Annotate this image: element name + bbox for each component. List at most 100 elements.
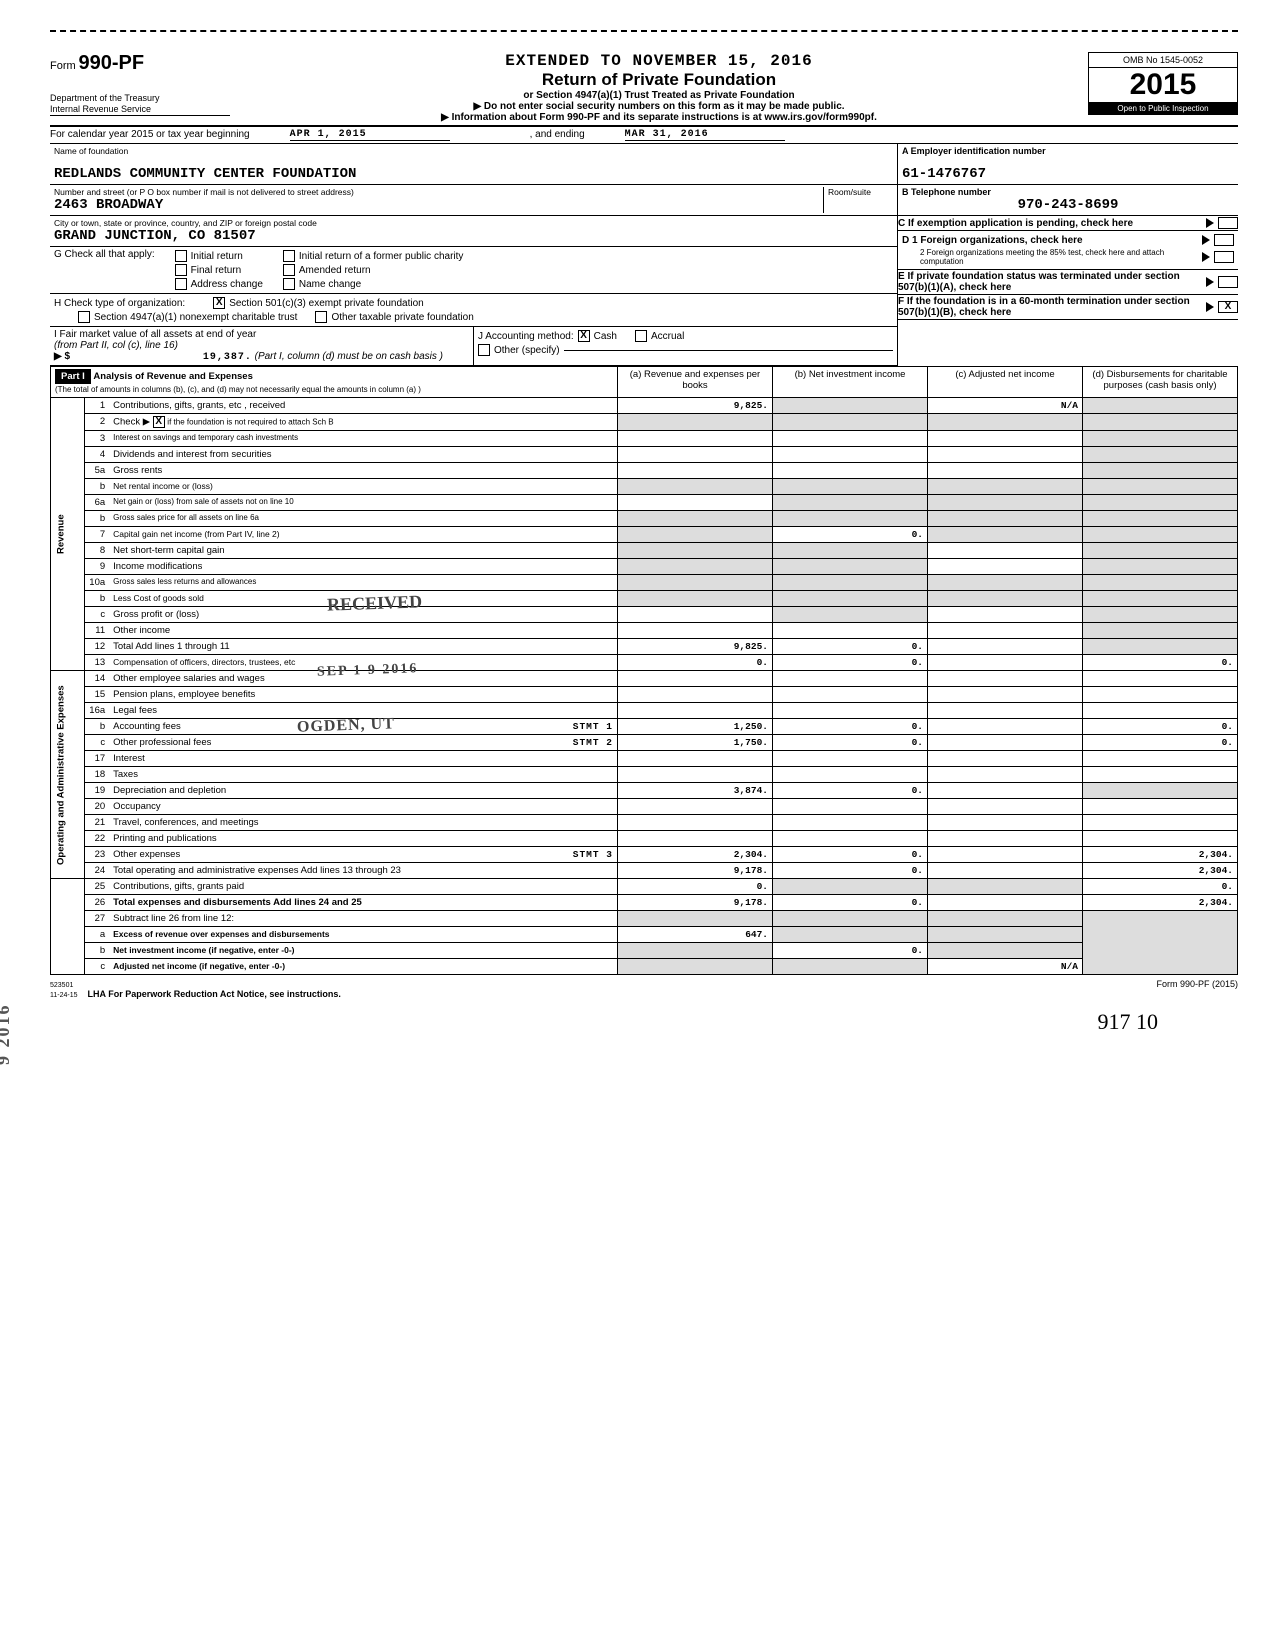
b-label: B Telephone number xyxy=(902,187,1234,197)
foundation-city: GRAND JUNCTION, CO 81507 xyxy=(54,228,893,244)
row-desc: Adjusted net income (if negative, enter … xyxy=(109,959,617,975)
d2-label: 2 Foreign organizations meeting the 85% … xyxy=(902,248,1198,266)
cell-b: 0. xyxy=(773,735,928,751)
h-opt2: Section 4947(a)(1) nonexempt charitable … xyxy=(94,312,297,323)
row-desc: Net rental income or (loss) xyxy=(109,479,617,495)
row-num: 23 xyxy=(85,847,109,863)
row-desc: Total Add lines 1 through 11 xyxy=(113,641,230,652)
checkbox-schb[interactable]: X xyxy=(153,416,165,428)
row-num: 3 xyxy=(85,431,109,447)
cell-b: 0. xyxy=(773,863,928,879)
c-label: C If exemption application is pending, c… xyxy=(898,218,1202,229)
row-desc: Interest on savings and temporary cash i… xyxy=(109,431,617,447)
cell-d: 2,304. xyxy=(1083,863,1238,879)
row-num: b xyxy=(85,719,109,735)
cell-a: 3,874. xyxy=(618,783,773,799)
checkbox-amended[interactable] xyxy=(283,264,295,276)
cell-a: 1,250. xyxy=(618,719,773,735)
row-num: b xyxy=(85,943,109,959)
cal-end: MAR 31, 2016 xyxy=(625,129,785,141)
checkbox-e[interactable] xyxy=(1218,276,1238,288)
row-num: 20 xyxy=(85,799,109,815)
row-desc: Legal fees xyxy=(109,703,617,719)
part1-note: (The total of amounts in columns (b), (c… xyxy=(55,385,421,394)
omb-number: OMB No 1545-0052 xyxy=(1089,53,1237,68)
cell-a: 9,178. xyxy=(618,863,773,879)
phone-value: 970-243-8699 xyxy=(902,197,1234,213)
form-prefix: Form xyxy=(50,60,76,72)
checkbox-d1[interactable] xyxy=(1214,234,1234,246)
row-num: 18 xyxy=(85,767,109,783)
row-desc: Pension plans, employee benefits xyxy=(109,687,617,703)
row-desc: Income modifications xyxy=(109,559,617,575)
checkbox-final[interactable] xyxy=(175,264,187,276)
scanned-stamp: SCANNED SEP 2 9 2016 xyxy=(0,900,14,1065)
cell-d: 0. xyxy=(1083,879,1238,895)
arrow-icon xyxy=(1202,252,1210,262)
row-num: b xyxy=(85,511,109,527)
checkbox-cash[interactable]: X xyxy=(578,330,590,342)
extended-to: EXTENDED TO NOVEMBER 15, 2016 xyxy=(230,52,1088,70)
row-desc: Contributions, gifts, grants paid xyxy=(109,879,617,895)
row-num: c xyxy=(85,735,109,751)
cell-a: 9,825. xyxy=(618,639,773,655)
cell-a: 2,304. xyxy=(618,847,773,863)
row-desc: Compensation of officers, directors, tru… xyxy=(113,657,295,667)
row-desc: Other expenses xyxy=(113,849,180,860)
arrow-icon xyxy=(1206,302,1214,312)
row-num: 6a xyxy=(85,495,109,511)
row-num: 7 xyxy=(85,527,109,543)
cal-prefix: For calendar year 2015 or tax year begin… xyxy=(50,129,250,141)
g-label: G Check all that apply: xyxy=(54,249,155,260)
g-opt-2: Address change xyxy=(191,279,263,290)
row-num: 11 xyxy=(85,623,109,639)
checkbox-d2[interactable] xyxy=(1214,251,1234,263)
checkbox-address[interactable] xyxy=(175,278,187,290)
part1-table: Part I Analysis of Revenue and Expenses … xyxy=(50,366,1238,975)
checkbox-other-tax[interactable] xyxy=(315,311,327,323)
f-label: F If the foundation is in a 60-month ter… xyxy=(898,296,1202,318)
row-desc: Dividends and interest from securities xyxy=(109,447,617,463)
row-desc: Subtract line 26 from line 12: xyxy=(109,911,617,927)
checkbox-initial[interactable] xyxy=(175,250,187,262)
row-num: a xyxy=(85,927,109,943)
checkbox-f[interactable]: X xyxy=(1218,301,1238,313)
checkbox-accrual[interactable] xyxy=(635,330,647,342)
checkbox-other-method[interactable] xyxy=(478,344,490,356)
row-num: 22 xyxy=(85,831,109,847)
g-opt-1: Final return xyxy=(191,265,242,276)
form-number: 990-PF xyxy=(78,52,144,74)
checkbox-4947[interactable] xyxy=(78,311,90,323)
j-other: Other (specify) xyxy=(494,345,560,356)
stmt-ref: STMT 2 xyxy=(573,737,613,748)
checkbox-c[interactable] xyxy=(1218,217,1238,229)
j-label: J Accounting method: xyxy=(478,331,574,342)
row-desc: Gross profit or (loss) xyxy=(109,607,617,623)
cell-b: 0. xyxy=(773,527,928,543)
checkbox-namechange[interactable] xyxy=(283,278,295,290)
dept-treasury: Department of the Treasury xyxy=(50,93,230,104)
row-desc: Gross sales less returns and allowances xyxy=(109,575,617,591)
row-desc: Accounting fees xyxy=(113,721,181,732)
row-desc: Contributions, gifts, grants, etc , rece… xyxy=(109,398,617,414)
j-note: (Part I, column (d) must be on cash basi… xyxy=(255,351,443,362)
cell-a: 647. xyxy=(618,927,773,943)
cell-b: 0. xyxy=(773,847,928,863)
cell-a: 9,825. xyxy=(618,398,773,414)
row-desc: Other professional fees xyxy=(113,737,211,748)
form-sub3: ▶ Information about Form 990-PF and its … xyxy=(230,112,1088,123)
cell-c: N/A xyxy=(928,398,1083,414)
i-label: I Fair market value of all assets at end… xyxy=(54,329,469,340)
expenses-sidebar: Operating and Administrative Expenses xyxy=(51,671,85,879)
checkbox-501c3[interactable]: X xyxy=(213,297,225,309)
row-desc: Less Cost of goods sold xyxy=(113,593,204,603)
cell-b: 0. xyxy=(773,719,928,735)
row-num: 1 xyxy=(85,398,109,414)
checkbox-former[interactable] xyxy=(283,250,295,262)
col-d-header: (d) Disbursements for charitable purpose… xyxy=(1083,367,1238,398)
row-num: b xyxy=(85,591,109,607)
footer-lha: LHA For Paperwork Reduction Act Notice, … xyxy=(88,989,341,999)
city-label: City or town, state or province, country… xyxy=(54,218,893,228)
g-opt-4: Amended return xyxy=(299,265,371,276)
row-num: c xyxy=(85,607,109,623)
